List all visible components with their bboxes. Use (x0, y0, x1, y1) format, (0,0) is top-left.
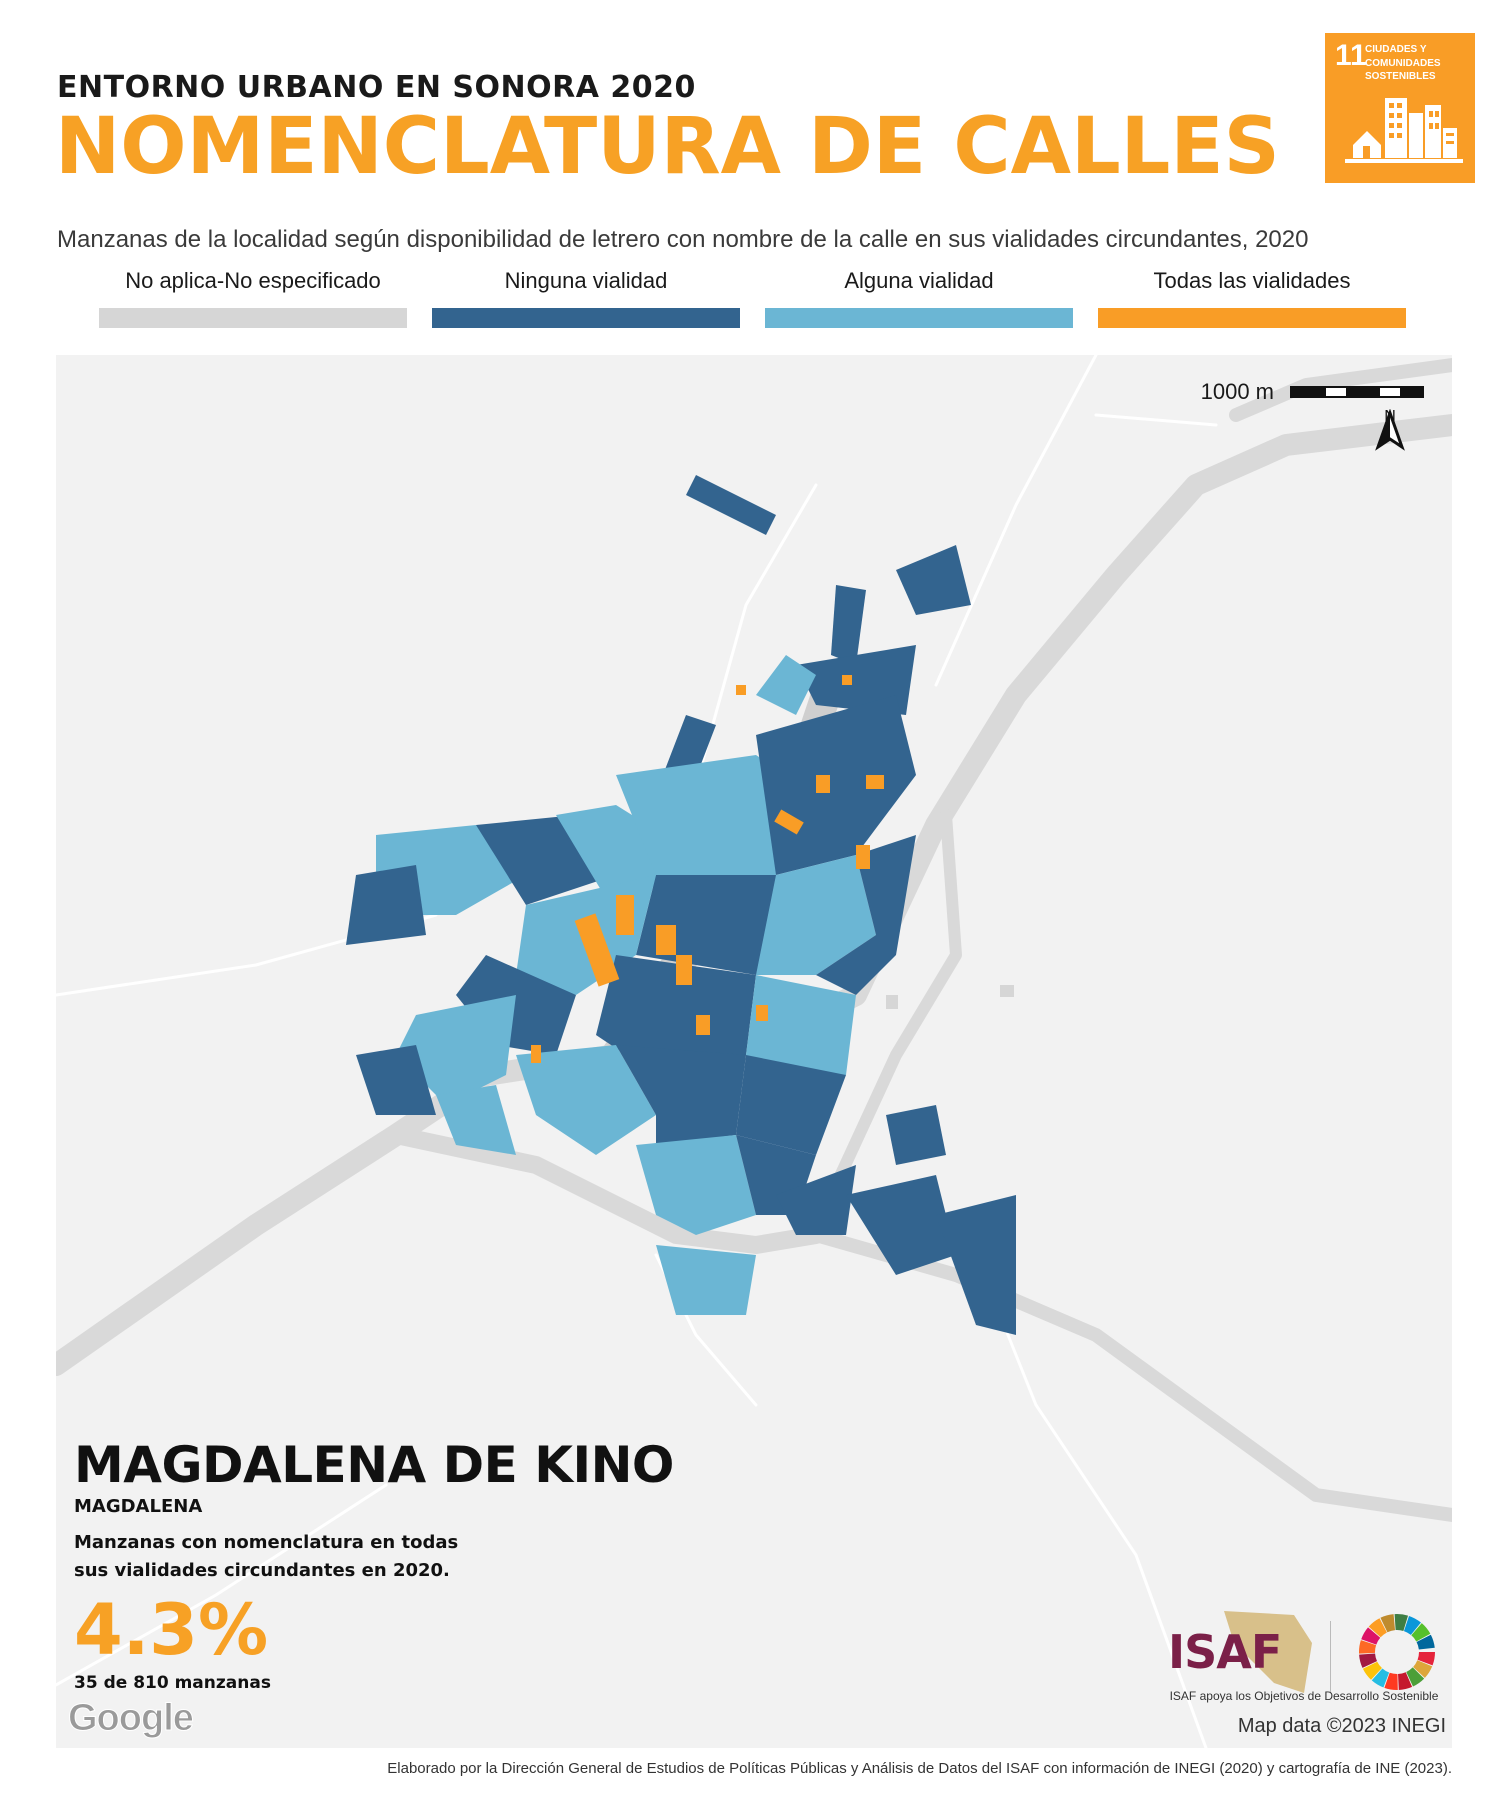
sdg-label-line: CIUDADES Y (1365, 44, 1427, 55)
sonora-shape-icon (1224, 1611, 1312, 1693)
north-arrow: N (1368, 409, 1412, 469)
municipality-name: MAGDALENA (74, 1496, 203, 1517)
sdg-label-line: COMUNIDADES (1365, 57, 1441, 69)
sdg-11-badge: 11 CIUDADES Y COMUNIDADES SOSTENIBLES (1325, 33, 1475, 183)
legend-swatch (1098, 308, 1406, 328)
subtitle: ENTORNO URBANO EN SONORA 2020 (57, 70, 696, 105)
legend-label: Ninguna vialidad (504, 268, 668, 293)
map-attribution: Map data ©2023 INEGI (1237, 1715, 1446, 1737)
legend-item-alguna: Alguna vialidad (765, 268, 1073, 328)
legend-swatch (765, 308, 1073, 328)
city-buildings-icon (1345, 98, 1463, 163)
page-title: NOMENCLATURA DE CALLES (55, 102, 1280, 192)
stat-count: 35 de 810 manzanas (74, 1672, 271, 1693)
place-summary: MAGDALENA DE KINO MAGDALENA Manzanas con… (74, 1440, 774, 1693)
legend-swatch (99, 308, 407, 328)
legend-label: Alguna vialidad (844, 268, 994, 293)
divider (1330, 1621, 1331, 1693)
locality-name: MAGDALENA DE KINO (74, 1436, 674, 1494)
north-arrow-icon (1375, 409, 1405, 451)
legend-label: No aplica-No especificado (125, 268, 381, 293)
city-blocks (346, 475, 1016, 1335)
sdg-label-line: SOSTENIBLES (1365, 71, 1436, 82)
isaf-logos: ISAF ISAF apoya los Obj (1154, 1585, 1452, 1705)
legend-item-ninguna: Ninguna vialidad (432, 268, 740, 328)
isaf-caption: ISAF apoya los Objetivos de Desarrollo S… (1169, 1689, 1439, 1703)
map-canvas[interactable]: 1000 m N MAGDALENA DE KINO MAGDALENA Man… (56, 355, 1452, 1748)
legend-item-no-aplica: No aplica-No especificado (99, 268, 407, 328)
legend-item-todas: Todas las vialidades (1098, 268, 1406, 328)
legend-swatch (432, 308, 740, 328)
orange-blocks (531, 675, 884, 1063)
sdg-number: 11 (1335, 39, 1367, 72)
stat-description: Manzanas con nomenclatura en todas sus v… (74, 1532, 459, 1581)
scale-bar: 1000 m (1201, 379, 1424, 405)
map-layer (56, 355, 1452, 1748)
legend-label: Todas las vialidades (1153, 268, 1351, 293)
google-logo: Google (68, 1697, 195, 1740)
stat-percentage: 4.3% (74, 1588, 269, 1671)
footer-credits: Elaborado por la Dirección General de Es… (387, 1760, 1452, 1777)
sdg-label: CIUDADES Y COMUNIDADES SOSTENIBLES (1365, 43, 1441, 84)
scale-ruler (1290, 386, 1424, 398)
not-applicable-blocks (886, 985, 1014, 1009)
scale-label: 1000 m (1200, 379, 1274, 404)
sdg-wheel-icon (1359, 1614, 1435, 1690)
map-description: Manzanas de la localidad según disponibi… (57, 226, 1309, 253)
isaf-logo: ISAF (1168, 1625, 1282, 1679)
